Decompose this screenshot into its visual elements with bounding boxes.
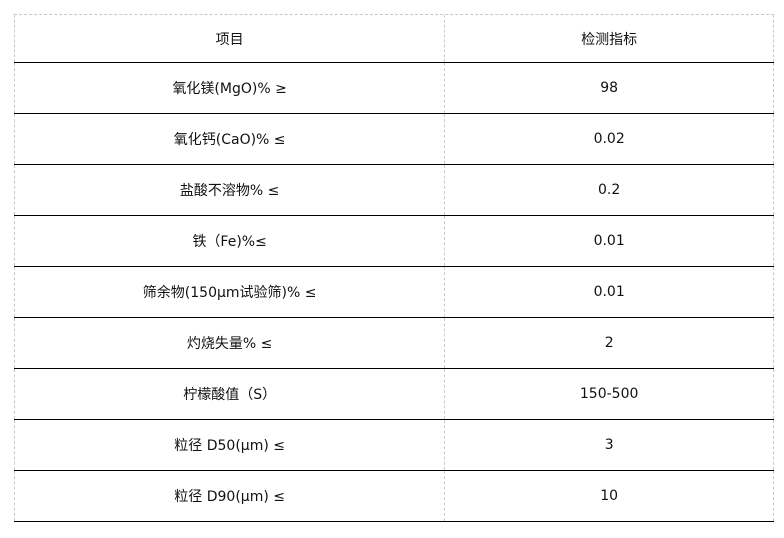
value-cell: 0.01	[444, 267, 774, 317]
header-item: 项目	[14, 15, 444, 62]
value-cell: 3	[444, 420, 774, 470]
item-cell: 灼烧失量% ≤	[14, 318, 444, 368]
table-row: 氧化钙(CaO)% ≤0.02	[14, 114, 774, 165]
table-row: 粒径 D50(μm) ≤3	[14, 420, 774, 471]
table-header-row: 项目 检测指标	[14, 14, 774, 63]
table-row: 柠檬酸值（S） 150-500	[14, 369, 774, 420]
item-cell: 盐酸不溶物% ≤	[14, 165, 444, 215]
item-cell: 氧化钙(CaO)% ≤	[14, 114, 444, 164]
item-cell: 粒径 D90(μm) ≤	[14, 471, 444, 521]
value-cell: 150-500	[444, 369, 774, 419]
table-row: 铁（Fe)%≤ 0.01	[14, 216, 774, 267]
value-cell: 98	[444, 63, 774, 113]
spec-table: 项目 检测指标 氧化镁(MgO)% ≥98 氧化钙(CaO)% ≤0.02 盐酸不溶…	[14, 14, 774, 522]
item-cell: 粒径 D50(μm) ≤	[14, 420, 444, 470]
item-cell: 柠檬酸值（S）	[14, 369, 444, 419]
item-cell: 氧化镁(MgO)% ≥	[14, 63, 444, 113]
table-row: 筛余物(150μm试验筛)% ≤0.01	[14, 267, 774, 318]
table-row: 盐酸不溶物% ≤0.2	[14, 165, 774, 216]
value-cell: 10	[444, 471, 774, 521]
value-cell: 0.2	[444, 165, 774, 215]
item-cell: 铁（Fe)%≤	[14, 216, 444, 266]
table-row: 灼烧失量% ≤2	[14, 318, 774, 369]
value-cell: 0.02	[444, 114, 774, 164]
item-cell: 筛余物(150μm试验筛)% ≤	[14, 267, 444, 317]
value-cell: 0.01	[444, 216, 774, 266]
table-row: 粒径 D90(μm) ≤10	[14, 471, 774, 522]
table-row: 氧化镁(MgO)% ≥98	[14, 63, 774, 114]
value-cell: 2	[444, 318, 774, 368]
header-value: 检测指标	[444, 15, 774, 62]
